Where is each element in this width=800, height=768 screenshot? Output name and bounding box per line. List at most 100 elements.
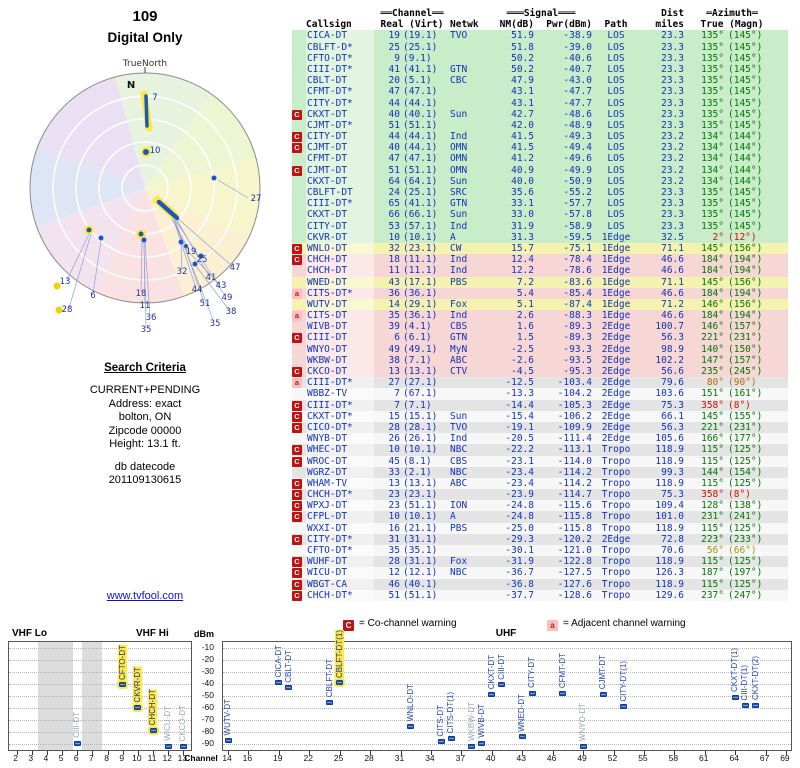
table-cell: 135° <box>701 119 724 131</box>
table-cell: WNYO-DT <box>306 343 374 355</box>
uhf-chart-panel: WUTV-DT CICA-DT CBLT-DT CBLFT-DT CBLFT-DT(1)… <box>222 629 792 755</box>
table-cell: 146° <box>701 298 724 310</box>
station-label: WNED-DT <box>517 693 527 732</box>
tvfool-link[interactable]: www.tvfool.com <box>106 590 184 602</box>
dbm-tick-label: -30 <box>201 666 214 676</box>
table-cell: (28.1) <box>403 421 438 433</box>
table-cell: Tropo <box>601 455 631 467</box>
channel-tick-mark <box>339 751 341 755</box>
table-cell: 33.0 <box>511 209 534 221</box>
table-row: WUTV-DT 14 (29.1) Fox 5.1 -87.4 1Edge 71.2 146° (… <box>292 298 788 311</box>
channel-tick-label: 49 <box>577 753 587 763</box>
table-cell: 10 <box>388 444 400 456</box>
table-cell: 28 <box>388 556 400 568</box>
table-cell: (47.1) <box>403 86 438 98</box>
table-cell: 31.9 <box>511 220 534 232</box>
station-label: WUTV-DT <box>223 699 233 736</box>
table-row: C CKXT-DT 40 (40.1) Sun 42.7 -48.6 LOS 23.3 135° (… <box>292 108 788 120</box>
table-cell: -115.8 <box>557 522 592 534</box>
warning-cell <box>292 42 306 53</box>
table-cell: 51 <box>388 589 400 601</box>
table-cell: (51.1) <box>403 119 438 131</box>
table-cell: 1Edge <box>601 287 631 299</box>
table-cell: -89.3 <box>563 321 592 333</box>
table-cell: (155°) <box>728 410 763 422</box>
table-cell: 2Edge <box>601 421 631 433</box>
nm-header: NM(dB) <box>499 19 534 31</box>
table-cell: (125°) <box>728 556 763 568</box>
table-cell: Sun <box>450 209 468 221</box>
co-channel-warning-icon: C <box>292 132 302 143</box>
table-cell: TVO <box>450 421 468 433</box>
table-cell: LOS <box>607 153 625 165</box>
table-cell: -23.4 <box>505 477 534 489</box>
svg-text:35: 35 <box>141 325 152 335</box>
table-cell: 24 <box>388 187 400 198</box>
table-cell: Fox <box>450 298 468 310</box>
station-label: CBLFT-DT <box>324 659 334 698</box>
table-row: C WPXJ-DT 23 (51.1) ION -24.8 -115.6 Tropo 109.4… <box>292 500 788 512</box>
table-cell: -121.0 <box>557 545 592 556</box>
svg-text:28: 28 <box>62 305 73 315</box>
table-cell: A <box>450 511 456 523</box>
table-row: CICA-DT 19 (19.1) TVO 51.9 -38.9 LOS 23.3 135° (1… <box>292 30 788 42</box>
table-cell: 47 <box>388 86 400 98</box>
table-cell: (66.1) <box>403 209 438 221</box>
table-cell: (125°) <box>728 455 763 467</box>
criteria-line: CURRENT+PENDING <box>89 384 201 396</box>
real-virt-header: Real (Virt) <box>380 19 444 31</box>
table-cell: 49 <box>388 343 400 355</box>
table-row: C CITY-DT 44 (44.1) Ind 41.5 -49.3 LOS 23.2 134° (… <box>292 131 788 143</box>
table-cell: (145°) <box>728 198 763 210</box>
table-cell: 23.3 <box>661 75 684 87</box>
table-cell: CBS <box>450 455 468 467</box>
warning-cell: C <box>292 254 306 266</box>
co-channel-warning-icon: C <box>292 568 302 579</box>
table-cell: -23.9 <box>505 489 534 501</box>
warning-cell <box>292 221 306 232</box>
table-cell: Sun <box>450 410 468 422</box>
svg-text:TrueNorth: TrueNorth <box>122 59 167 69</box>
station-marker <box>334 678 346 688</box>
co-channel-warning-icon: C <box>292 411 302 422</box>
table-cell: 2Edge <box>601 377 631 389</box>
station-marker <box>326 699 333 705</box>
table-cell: (23.1) <box>403 242 438 254</box>
station-marker <box>498 682 506 688</box>
table-row: C CICO-DT* 28 (28.1) TVO -19.1 -109.9 2Edge 56.3… <box>292 421 788 434</box>
table-cell: -114.7 <box>557 489 592 501</box>
station-label: CKXT-DT <box>486 655 496 690</box>
channel-tick-label: 31 <box>394 753 405 763</box>
warning-cell <box>292 120 306 131</box>
table-cell: CHCH-DT* <box>306 489 374 501</box>
table-cell: (247°) <box>728 589 763 601</box>
table-row: CIII-DT* 65 (41.1) GTN 33.1 -57.7 LOS 23.3 135° (… <box>292 198 788 210</box>
co-channel-warning-icon: C <box>343 620 354 631</box>
table-cell: -88.3 <box>563 310 592 322</box>
table-cell: WKBW-DT <box>306 354 374 366</box>
table-cell: LOS <box>607 175 625 187</box>
table-cell: -93.5 <box>563 354 592 366</box>
table-row: CBLT-DT 20 (5.1) CBC 47.9 -43.0 LOS 23.3 135° (14… <box>292 75 788 87</box>
table-cell: 184° <box>701 265 724 277</box>
co-channel-warning-icon: C <box>292 512 302 523</box>
path-header: Path <box>604 19 628 31</box>
table-cell: -40.6 <box>563 52 592 64</box>
table-cell: (9.1) <box>403 52 432 64</box>
table-cell: -4.5 <box>511 366 534 377</box>
table-cell: 66.1 <box>661 410 684 422</box>
table-cell: (41.1) <box>403 63 438 75</box>
table-cell: 102.2 <box>655 354 684 366</box>
table-cell: (10.1) <box>403 444 438 456</box>
table-cell: CKXT-DT* <box>306 410 374 422</box>
table-cell: 70.6 <box>661 545 684 556</box>
table-cell: 1Edge <box>601 276 631 288</box>
table-cell: Tropo <box>601 556 631 568</box>
dist-group-header: Dist <box>661 8 684 19</box>
table-cell: (145°) <box>728 41 763 53</box>
table-cell: 23.3 <box>661 97 684 109</box>
table-cell: (157°) <box>728 354 763 366</box>
table-row: C CJMT-DT 40 (44.1) OMN 41.5 -49.4 LOS 23.2 134° (… <box>292 142 788 154</box>
channel-tick-mark <box>613 751 615 755</box>
